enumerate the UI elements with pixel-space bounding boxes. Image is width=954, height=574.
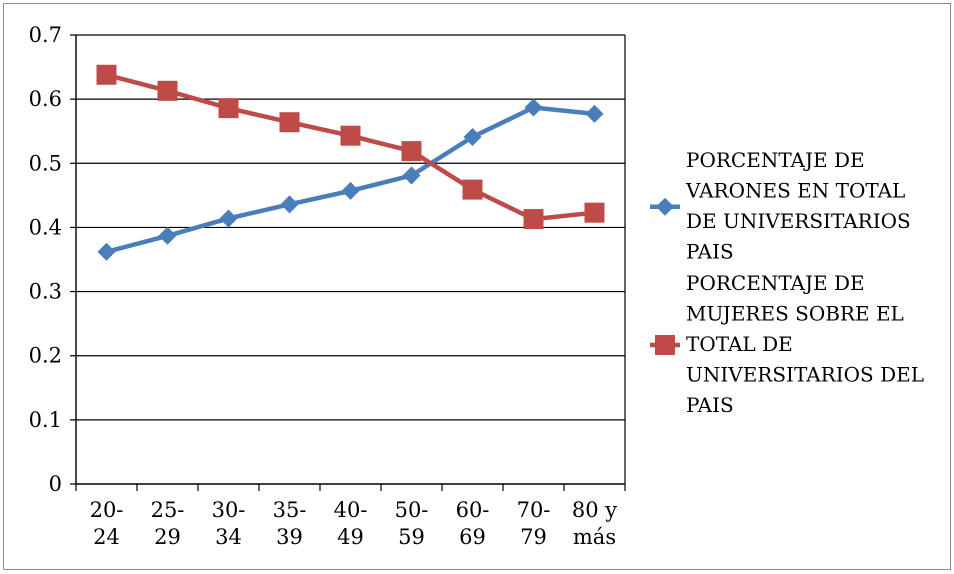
y-tick-label: 0.2 (29, 344, 62, 368)
x-tick-label: 35-39 (273, 498, 307, 549)
x-axis-tick-labels: 20-24 25-29 30-34 35-39 40-49 50-59 60-69 70-79… (90, 498, 618, 549)
y-tick-label: 0.1 (29, 408, 62, 432)
data-point (279, 112, 300, 133)
legend: PORCENTAJE DE VARONES EN TOTAL DE UNIVERSI… (650, 148, 924, 417)
legend-marker (656, 197, 674, 216)
data-point (585, 104, 604, 123)
x-tick-label: 60-69 (456, 498, 490, 549)
data-point (97, 242, 116, 261)
y-tick-label: 0.5 (29, 151, 62, 175)
y-tick-label: 0.4 (29, 215, 62, 239)
data-point (402, 166, 421, 185)
y-tick-label: 0.3 (29, 280, 62, 304)
x-tick-label: 40-49 (334, 498, 368, 549)
data-point (524, 98, 543, 117)
y-axis-tick-labels: 0 0.1 0.2 0.3 0.4 0.5 0.6 0.7 (29, 23, 62, 496)
legend-label: PORCENTAJE DE VARONES EN TOTAL DE UNIVERSI… (685, 148, 911, 264)
data-point (280, 195, 299, 214)
x-tick-label: 20-24 (90, 498, 124, 549)
data-point (584, 202, 605, 223)
series-mujeres (96, 64, 605, 230)
y-tick-label: 0.6 (29, 87, 62, 111)
data-point (340, 125, 361, 146)
x-tick-label: 50-59 (395, 498, 429, 549)
x-tick-label: 80 y más (572, 498, 617, 549)
legend-label: PORCENTAJE DE MUJERES SOBRE EL TOTAL DE UNI… (686, 271, 924, 417)
axes (70, 34, 626, 491)
data-point (96, 64, 117, 85)
line-chart: 0 0.1 0.2 0.3 0.4 0.5 0.6 0.7 20-24 25-29 30-34 35… (29, 23, 924, 549)
data-point (218, 98, 239, 119)
data-point (401, 141, 422, 162)
data-point (523, 209, 544, 230)
data-point (158, 226, 177, 245)
series-varones (97, 98, 604, 261)
y-tick-label: 0 (49, 472, 62, 496)
legend-entry: PORCENTAJE DE VARONES EN TOTAL DE UNIVERSI… (650, 148, 911, 264)
data-point (157, 80, 178, 101)
data-point (462, 179, 483, 200)
x-tick-label: 25-29 (151, 498, 185, 549)
data-point (219, 209, 238, 228)
data-point (463, 127, 482, 146)
legend-marker (655, 335, 675, 355)
y-tick-label: 0.7 (29, 23, 62, 47)
x-tick-label: 30-34 (212, 498, 246, 549)
legend-entry: PORCENTAJE DE MUJERES SOBRE EL TOTAL DE UNI… (650, 271, 924, 417)
chart-frame: 0 0.1 0.2 0.3 0.4 0.5 0.6 0.7 20-24 25-29 30-34 35… (3, 3, 951, 570)
x-tick-label: 70-79 (517, 498, 551, 549)
data-point (341, 181, 360, 200)
series-layer (96, 64, 605, 261)
